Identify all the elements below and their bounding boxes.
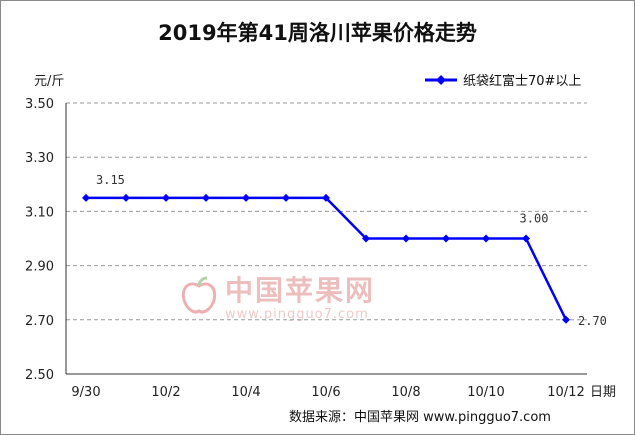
data-label: 2.70 — [578, 314, 607, 328]
data-point — [482, 234, 490, 243]
data-point — [242, 193, 250, 202]
data-label: 3.00 — [520, 212, 549, 226]
source-note: 数据来源：中国苹果网 www.pingguo7.com — [289, 410, 551, 425]
x-tick-label: 9/30 — [71, 385, 100, 400]
y-axis-unit-label: 元/斤 — [34, 74, 65, 89]
chart-legend: 纸袋红富士70#以上 — [425, 70, 581, 89]
data-point — [402, 234, 410, 243]
chart-title: 2019年第41周洛川苹果价格走势 — [158, 21, 477, 45]
x-tick-label: 10/4 — [231, 385, 260, 400]
watermark: 中国苹果网 www.pingguo7.com — [179, 269, 375, 322]
y-tick-label: 3.30 — [25, 151, 54, 166]
x-tick-label: 10/6 — [311, 385, 340, 400]
y-tick-label: 3.10 — [25, 205, 54, 220]
apple-logo-icon — [181, 276, 217, 313]
data-point — [162, 193, 170, 202]
data-point — [522, 234, 530, 243]
data-point — [282, 193, 290, 202]
data-point — [82, 193, 90, 202]
x-tick-label: 10/8 — [391, 385, 420, 400]
data-point — [122, 193, 130, 202]
data-point — [202, 193, 210, 202]
y-tick-label: 3.50 — [25, 97, 54, 112]
data-label: 3.15 — [96, 173, 125, 187]
x-tick-label: 10/10 — [467, 385, 504, 400]
watermark-text: 中国苹果网 — [225, 274, 376, 307]
data-point — [322, 193, 330, 202]
x-axis-title: 日期 — [590, 385, 616, 400]
y-tick-label: 2.70 — [25, 314, 54, 329]
data-point — [362, 234, 370, 243]
data-point — [562, 315, 570, 324]
series-line — [86, 196, 568, 321]
x-tick-label: 10/12 — [547, 385, 584, 400]
x-tick-label: 10/2 — [151, 385, 180, 400]
data-point — [442, 234, 450, 243]
watermark-url: www.pingguo7.com — [225, 307, 369, 322]
y-tick-label: 2.50 — [25, 368, 54, 383]
legend-line-marker-icon — [425, 74, 457, 85]
y-tick-label: 2.90 — [25, 260, 54, 275]
legend-series-label: 纸袋红富士70#以上 — [463, 74, 582, 89]
